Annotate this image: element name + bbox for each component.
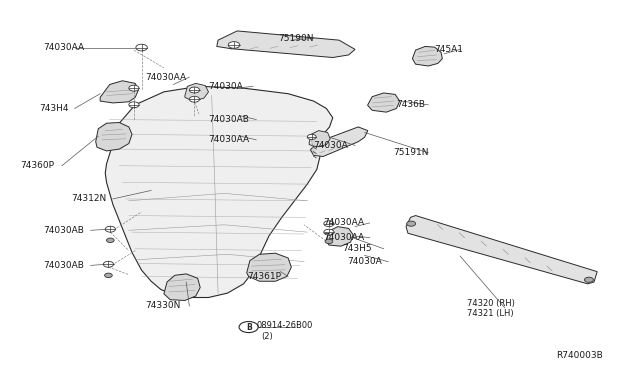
Polygon shape [164, 274, 200, 301]
Polygon shape [96, 122, 132, 151]
Circle shape [584, 277, 593, 282]
Circle shape [103, 261, 113, 267]
Circle shape [189, 96, 200, 102]
Circle shape [325, 239, 333, 244]
Text: 74030AA: 74030AA [323, 233, 364, 242]
Circle shape [129, 85, 139, 91]
Polygon shape [309, 131, 330, 147]
Text: 74030AA: 74030AA [209, 135, 250, 144]
Circle shape [129, 102, 139, 108]
Circle shape [324, 221, 334, 227]
Text: 74361P: 74361P [246, 272, 281, 281]
Text: 74030A: 74030A [314, 141, 348, 150]
Circle shape [106, 238, 114, 243]
Text: 74320 (RH): 74320 (RH) [467, 299, 515, 308]
Text: 745A1: 745A1 [435, 45, 464, 54]
Text: 08914-26B00: 08914-26B00 [256, 321, 313, 330]
Text: 74030AA: 74030AA [43, 43, 84, 52]
Polygon shape [105, 86, 333, 298]
Text: 74330N: 74330N [145, 301, 180, 311]
Polygon shape [246, 253, 291, 281]
Text: 74030AB: 74030AB [43, 261, 84, 270]
Text: 74312N: 74312N [72, 195, 107, 203]
Circle shape [189, 87, 200, 93]
Text: 743H4: 743H4 [40, 104, 69, 113]
Polygon shape [412, 46, 442, 66]
Polygon shape [326, 227, 353, 246]
Polygon shape [310, 127, 368, 157]
Text: R740003B: R740003B [556, 350, 602, 360]
Polygon shape [217, 31, 355, 58]
Text: 74321 (LH): 74321 (LH) [467, 309, 513, 318]
Circle shape [406, 221, 415, 226]
Circle shape [239, 321, 258, 333]
Text: 74030AA: 74030AA [323, 218, 364, 227]
Circle shape [105, 226, 115, 232]
Text: 75190N: 75190N [278, 34, 314, 43]
Polygon shape [406, 215, 597, 284]
Polygon shape [100, 81, 138, 103]
Text: 743H5: 743H5 [342, 244, 372, 253]
Circle shape [104, 273, 112, 278]
Text: 74030AB: 74030AB [209, 115, 250, 124]
Text: 74030A: 74030A [348, 257, 382, 266]
Circle shape [136, 44, 147, 51]
Circle shape [228, 42, 240, 48]
Text: 7436B: 7436B [396, 100, 426, 109]
Text: 74030AA: 74030AA [145, 73, 186, 81]
Text: 74360P: 74360P [20, 161, 54, 170]
Circle shape [307, 134, 316, 140]
Text: (2): (2) [261, 332, 273, 341]
Text: 74030AB: 74030AB [43, 226, 84, 235]
Polygon shape [368, 93, 399, 112]
Text: B: B [246, 323, 252, 331]
Polygon shape [185, 83, 209, 101]
Text: 75191N: 75191N [394, 148, 429, 157]
Text: 74030A: 74030A [209, 82, 243, 91]
Circle shape [324, 229, 334, 235]
